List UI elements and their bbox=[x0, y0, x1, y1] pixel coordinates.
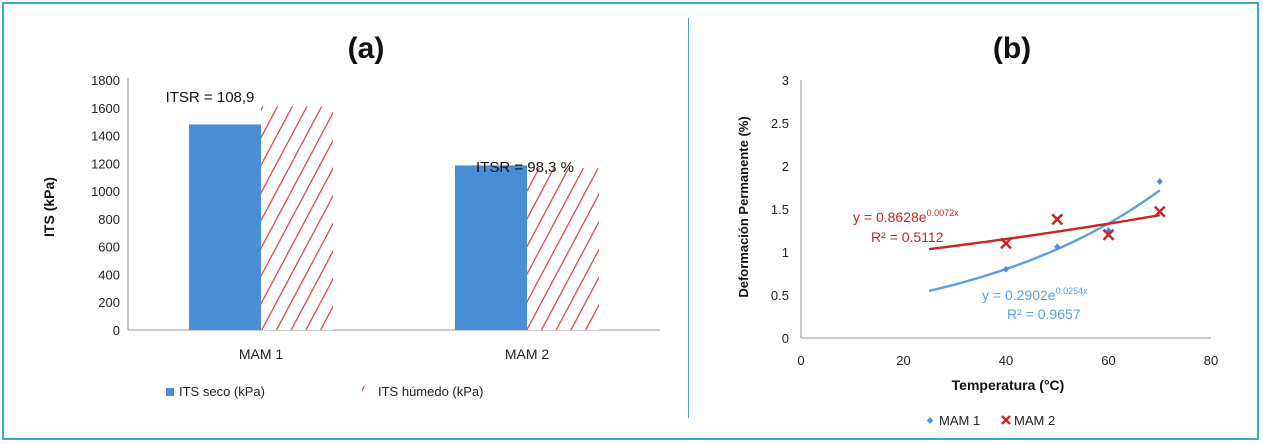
chart-b-ytick-label: 2.5 bbox=[771, 116, 789, 131]
point-mam1 bbox=[1156, 177, 1163, 185]
bar-seco-1 bbox=[189, 124, 261, 330]
chart-a-annotation-2: ITSR = 98,3 % bbox=[476, 159, 574, 176]
legend-swatch-seco bbox=[166, 388, 174, 396]
chart-a-ytick-label: 1200 bbox=[91, 156, 120, 171]
point-mam2 bbox=[1000, 237, 1012, 250]
point-mam2 bbox=[1153, 205, 1166, 218]
chart-a-xtick-label: MAM 2 bbox=[505, 346, 550, 362]
chart-b-ylabel: Deformación Permanente (%) bbox=[736, 116, 751, 297]
point-mam2 bbox=[1102, 228, 1115, 241]
point-mam2 bbox=[1051, 213, 1064, 226]
chart-a-legend: ITS seco (kPa) ITS húmedo (kPa) bbox=[166, 384, 484, 399]
legend-label-seco: ITS seco (kPa) bbox=[179, 384, 265, 399]
chart-a-ytick-label: 1400 bbox=[91, 129, 120, 144]
legend-marker-mam2 bbox=[1001, 415, 1011, 425]
point-mam1 bbox=[1054, 243, 1061, 251]
chart-b-equations: y = 0.8628e0.0072x R² = 0.5112 y = 0.290… bbox=[853, 208, 1088, 322]
chart-b-xtick-label: 60 bbox=[1101, 353, 1115, 368]
chart-a-ytick-label: 600 bbox=[98, 240, 120, 255]
chart-a-ytick-label: 800 bbox=[98, 212, 120, 227]
chart-b-xtick-label: 0 bbox=[797, 353, 804, 368]
chart-b-ytick-label: 1 bbox=[782, 245, 789, 260]
chart-a-title: (a) bbox=[348, 32, 385, 65]
bar-chart-its: (a) ITS (kPa) 0 200 400 600 800 1000 1200 1400 1… bbox=[41, 32, 660, 399]
chart-a-ylabel: ITS (kPa) bbox=[41, 177, 57, 237]
chart-b-legend: MAM 1 MAM 2 bbox=[927, 413, 1055, 428]
mam2-r2: R² = 0.5112 bbox=[871, 229, 944, 245]
scatter-chart-deformation: (b) Deformación Permanente (%) Temperatu… bbox=[736, 32, 1218, 428]
legend-label-humedo: ITS húmedo (kPa) bbox=[378, 384, 484, 399]
chart-a-ytick-label: 1800 bbox=[91, 73, 120, 88]
chart-b-trendlines bbox=[928, 189, 1161, 293]
legend-marker-mam1 bbox=[927, 417, 933, 424]
chart-a-xtick-label: MAM 1 bbox=[239, 346, 284, 362]
point-mam1 bbox=[1003, 265, 1009, 273]
mam1-equation-exponent: 0.0254x bbox=[1056, 286, 1089, 296]
trendline-mam2 bbox=[928, 214, 1161, 251]
chart-b-ytick-label: 1.5 bbox=[771, 202, 789, 217]
chart-a-axes: 0 200 400 600 800 1000 1200 1400 1600 1800 MAM 1 MA… bbox=[91, 73, 660, 362]
mam1-r2: R² = 0.9657 bbox=[1007, 306, 1081, 322]
mam1-equation: y = 0.2902e0.0254x bbox=[982, 286, 1088, 303]
chart-a-ytick-label: 400 bbox=[98, 267, 120, 282]
legend-swatch-humedo bbox=[362, 386, 372, 396]
chart-a-ytick-label: 0 bbox=[113, 323, 120, 338]
mam2-equation: y = 0.8628e0.0072x bbox=[853, 208, 959, 225]
chart-b-xtick-label: 40 bbox=[999, 353, 1013, 368]
chart-a-ytick-label: 1600 bbox=[91, 101, 120, 116]
chart-b-points bbox=[1000, 177, 1166, 273]
legend-label-mam1: MAM 1 bbox=[939, 413, 980, 428]
chart-b-ytick-label: 2 bbox=[782, 159, 789, 174]
chart-a-bars bbox=[189, 106, 599, 330]
chart-b-xtick-label: 20 bbox=[896, 353, 910, 368]
legend-label-mam2: MAM 2 bbox=[1014, 413, 1055, 428]
chart-b-xlabel: Temperatura (°C) bbox=[952, 377, 1065, 393]
bar-humedo-2 bbox=[527, 168, 599, 330]
mam2-equation-exponent: 0.0072x bbox=[927, 208, 960, 218]
bar-humedo-1 bbox=[261, 106, 333, 330]
chart-b-title: (b) bbox=[993, 32, 1031, 65]
chart-a-ytick-label: 1000 bbox=[91, 184, 120, 199]
chart-b-ytick-label: 3 bbox=[782, 73, 789, 88]
chart-b-ytick-label: 0 bbox=[782, 331, 789, 346]
panel-divider bbox=[688, 18, 689, 418]
trendline-mam1 bbox=[928, 189, 1161, 293]
bar-seco-2 bbox=[455, 165, 527, 330]
chart-b-xtick-label: 80 bbox=[1204, 353, 1218, 368]
chart-a-ytick-label: 200 bbox=[98, 295, 120, 310]
chart-a-annotation-1: ITSR = 108,9 bbox=[166, 89, 255, 106]
chart-b-axes: 0 0.5 1 1.5 2 2.5 3 0 20 40 60 80 bbox=[771, 73, 1218, 368]
chart-b-ytick-label: 0.5 bbox=[771, 288, 789, 303]
